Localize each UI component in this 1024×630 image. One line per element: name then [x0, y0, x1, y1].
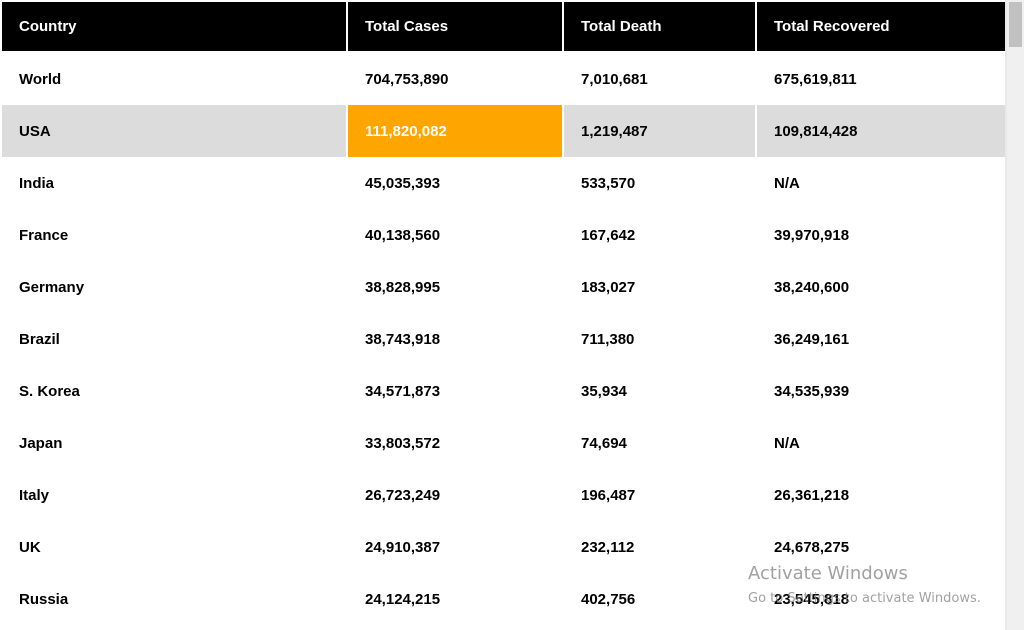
table-row: Russia 24,124,215 402,756 23,545,818: [2, 573, 1005, 625]
total-recovered-cell: 23,545,818: [774, 590, 850, 608]
vertical-scrollbar[interactable]: [1007, 0, 1024, 630]
total-cases-cell: 38,743,918: [365, 330, 441, 348]
country-cell: Russia: [19, 590, 69, 608]
total-recovered-cell: 36,249,161: [774, 330, 850, 348]
country-cell: S. Korea: [19, 382, 80, 400]
total-recovered-cell: N/A: [774, 174, 800, 192]
country-cell: World: [19, 70, 62, 88]
total-death-cell: 35,934: [581, 382, 627, 400]
total-recovered-cell: 24,678,275: [774, 538, 850, 556]
country-cell: India: [19, 174, 55, 192]
header-total-cases: Total Cases: [348, 2, 564, 51]
total-cases-cell: 45,035,393: [365, 174, 441, 192]
country-cell: Japan: [19, 434, 63, 452]
table-row: Japan 33,803,572 74,694 N/A: [2, 417, 1005, 469]
total-death-cell: 196,487: [581, 486, 636, 504]
total-cases-cell: 33,803,572: [365, 434, 441, 452]
total-death-cell: 7,010,681: [581, 70, 648, 88]
country-cell: Brazil: [19, 330, 60, 348]
country-cell: Germany: [19, 278, 85, 296]
table-row: India 45,035,393 533,570 N/A: [2, 157, 1005, 209]
total-cases-cell: 34,571,873: [365, 382, 441, 400]
table-row: UK 24,910,387 232,112 24,678,275: [2, 521, 1005, 573]
table-row: World 704,753,890 7,010,681 675,619,811: [2, 53, 1005, 105]
total-death-cell: 402,756: [581, 590, 636, 608]
total-death-cell: 183,027: [581, 278, 636, 296]
total-cases-cell: 24,124,215: [365, 590, 441, 608]
country-cell: France: [19, 226, 69, 244]
total-recovered-cell: 675,619,811: [774, 70, 857, 88]
table-row: S. Korea 34,571,873 35,934 34,535,939: [2, 365, 1005, 417]
country-cell: Italy: [19, 486, 50, 504]
table-row-highlighted: USA 111,820,082 1,219,487 109,814,428: [2, 105, 1005, 157]
total-death-cell: 232,112: [581, 538, 635, 556]
total-cases-cell: 40,138,560: [365, 226, 441, 244]
covid-stats-table: Country Total Cases Total Death Total Re…: [2, 2, 1005, 625]
country-cell: USA: [2, 105, 348, 157]
total-cases-cell-highlighted: 111,820,082: [348, 105, 564, 157]
page-right-border: [1005, 0, 1007, 630]
table-row: France 40,138,560 167,642 39,970,918: [2, 209, 1005, 261]
table-header-row: Country Total Cases Total Death Total Re…: [2, 2, 1005, 53]
total-cases-cell: 24,910,387: [365, 538, 441, 556]
total-recovered-cell: 34,535,939: [774, 382, 850, 400]
table-row: Brazil 38,743,918 711,380 36,249,161: [2, 313, 1005, 365]
total-recovered-cell: 39,970,918: [774, 226, 850, 244]
total-recovered-cell: 26,361,218: [774, 486, 850, 504]
total-death-cell: 167,642: [581, 226, 636, 244]
total-recovered-cell: 109,814,428: [757, 105, 1005, 157]
total-death-cell: 533,570: [581, 174, 636, 192]
country-cell: UK: [19, 538, 41, 556]
header-total-recovered: Total Recovered: [757, 2, 1005, 51]
total-death-cell: 711,380: [581, 330, 635, 348]
header-country: Country: [2, 2, 348, 51]
total-death-cell: 74,694: [581, 434, 627, 452]
total-cases-cell: 38,828,995: [365, 278, 441, 296]
total-cases-cell: 26,723,249: [365, 486, 441, 504]
total-recovered-cell: 38,240,600: [774, 278, 850, 296]
total-cases-cell: 704,753,890: [365, 70, 449, 88]
scrollbar-thumb[interactable]: [1009, 2, 1022, 47]
total-recovered-cell: N/A: [774, 434, 800, 452]
table-row: Germany 38,828,995 183,027 38,240,600: [2, 261, 1005, 313]
table-row: Italy 26,723,249 196,487 26,361,218: [2, 469, 1005, 521]
header-total-death: Total Death: [564, 2, 757, 51]
total-death-cell: 1,219,487: [564, 105, 757, 157]
